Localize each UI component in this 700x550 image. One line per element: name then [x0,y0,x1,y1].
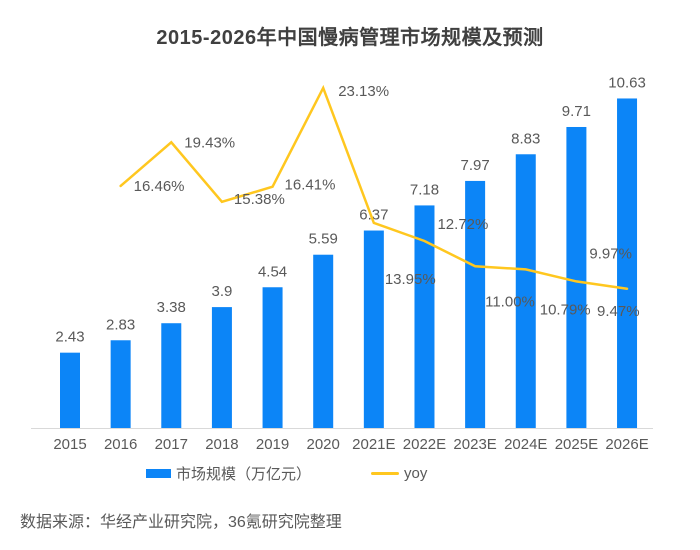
x-axis-label: 2019 [256,436,289,453]
x-axis-label: 2023E [453,436,496,453]
bar-value-label: 4.54 [258,263,287,280]
bar-2018 [211,307,232,428]
yoy-value-label: 19.43% [184,134,235,151]
legend-item-yoy: yoy [371,465,427,482]
bar-2020 [313,254,334,428]
yoy-value-label: 15.38% [234,191,285,208]
bar-2023E [465,180,486,428]
bar-value-label: 5.59 [309,231,338,248]
chart-title: 2015-2026年中国慢病管理市场规模及预测 [156,27,544,49]
legend-label-market-size: 市场规模（万亿元） [176,466,312,483]
bar-2026E [617,98,638,428]
x-axis-label: 2020 [307,436,340,453]
bar-2017 [161,323,182,428]
x-axis-label: 2021E [352,436,395,453]
line-series-swatch-icon [371,472,400,475]
legend: 市场规模（万亿元） yoy [146,463,427,484]
yoy-value-label: 9.47% [597,303,640,320]
x-axis-label: 2016 [104,436,137,453]
bar-2025E [566,126,587,429]
bar-2019 [262,287,283,428]
bar-value-label: 3.38 [157,299,186,316]
bar-2015 [60,352,80,428]
x-axis-label: 2024E [504,436,547,453]
yoy-value-label: 11.00% [485,293,535,310]
legend-item-market-size: 市场规模（万亿元） [146,463,311,484]
bar-value-label: 3.9 [211,283,232,300]
yoy-value-label: 16.41% [285,177,336,194]
x-axis-label: 2015 [53,436,86,453]
bar-value-label: 7.18 [410,181,439,198]
legend-label-yoy: yoy [404,465,428,482]
x-axis-label: 2022E [403,436,446,453]
yoy-value-label: 23.13% [338,83,389,100]
bar-2024E [515,154,536,428]
bar-value-label: 10.63 [608,74,646,91]
source-note: 数据来源：华经产业研究院，36氪研究院整理 [20,514,342,531]
bar-2022E [414,205,435,428]
yoy-value-label: 16.46% [134,178,185,195]
bar-value-label: 2.43 [55,329,84,346]
x-axis-label: 2018 [205,436,238,453]
yoy-value-label: 13.95% [385,271,436,288]
x-axis-label: 2017 [155,436,188,453]
bar-2016 [110,340,131,428]
yoy-value-label: 12.72% [437,216,488,233]
bar-value-label: 2.83 [106,316,135,333]
yoy-value-label: 9.97% [589,245,632,262]
x-axis-label: 2025E [555,436,598,453]
bar-value-label: 8.83 [511,130,540,147]
bar-value-label: 6.37 [359,207,388,224]
yoy-value-label: 10.79% [540,301,591,318]
bar-2021E [363,230,384,428]
bar-value-label: 7.97 [461,157,490,174]
x-axis-label: 2026E [605,436,648,453]
bar-value-label: 9.71 [562,103,591,120]
bar-series-swatch-icon [146,469,171,478]
chart-plot-area: 2.43 2.83 3.38 3.9 4.54 5.59 6.37 7.18 7.97 8.83 9… [31,74,653,453]
yoy-line [119,84,629,291]
